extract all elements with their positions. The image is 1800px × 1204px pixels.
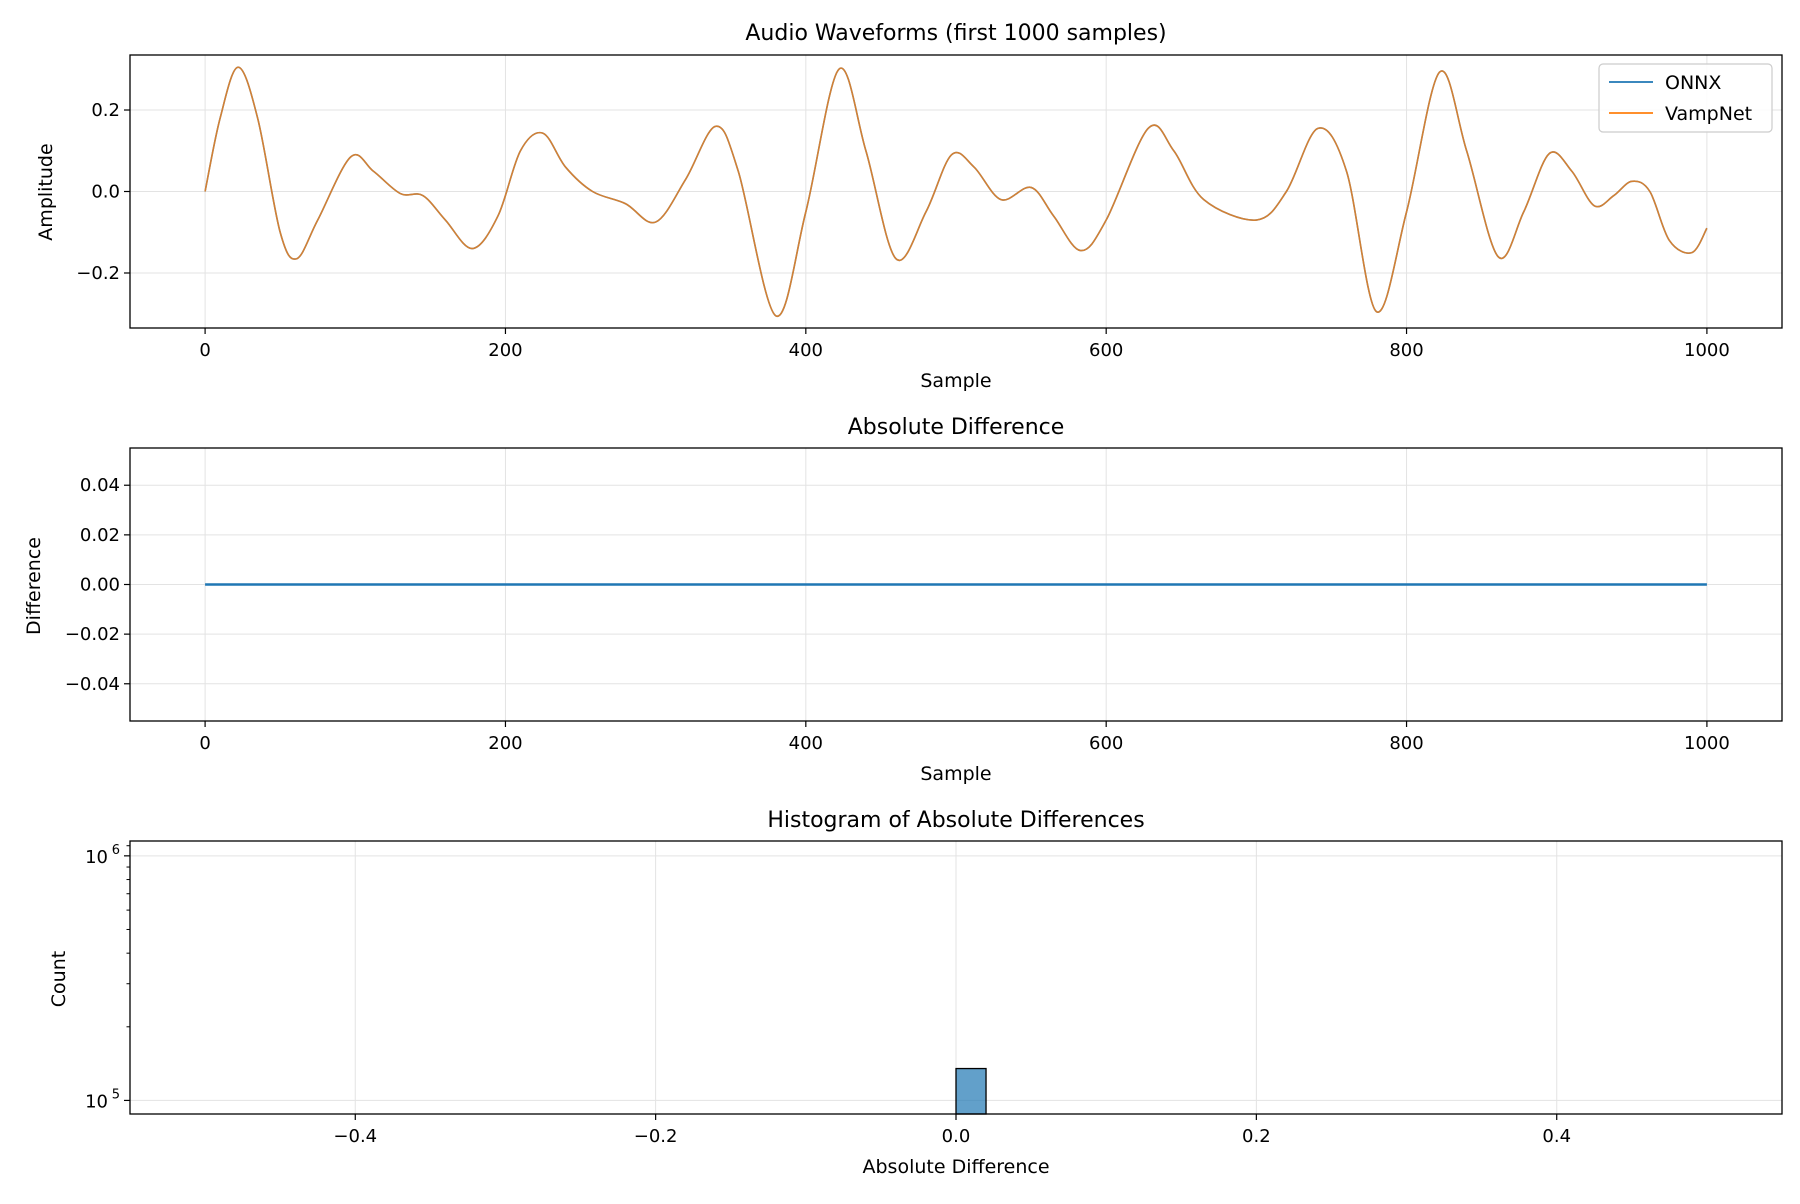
difference-panel: 0 200 400 600 800 1000 −0.04 −0.02 0.00 0.02 0.04… bbox=[23, 415, 1783, 785]
waveform-y-label: Amplitude bbox=[35, 143, 57, 240]
histogram-bar bbox=[955, 1067, 987, 1115]
x-tick-label: 800 bbox=[1389, 733, 1423, 754]
histogram-x-ticks: −0.4 −0.2 0.0 0.2 0.4 bbox=[333, 1114, 1571, 1147]
histogram-bars bbox=[955, 1067, 987, 1115]
x-tick-label: 0 bbox=[199, 733, 210, 754]
legend-box bbox=[1598, 63, 1773, 133]
x-tick-label: 0 bbox=[199, 340, 210, 361]
waveform-panel: 0 200 400 600 800 1000 −0.2 0.0 0.2 Audio Wavef… bbox=[35, 21, 1783, 392]
x-tick-label: 600 bbox=[1089, 733, 1123, 754]
y-tick-label: 10 bbox=[85, 847, 108, 868]
x-tick-label: 400 bbox=[789, 733, 823, 754]
waveform-grid bbox=[130, 55, 1782, 328]
legend-label-onnx: ONNX bbox=[1665, 72, 1721, 94]
series-line-vampnet bbox=[204, 66, 1708, 317]
y-tick-exponent: 6 bbox=[112, 843, 120, 858]
x-tick-label: −0.2 bbox=[634, 1126, 678, 1147]
y-tick-base: 10 bbox=[85, 847, 108, 868]
waveform-x-ticks: 0 200 400 600 800 1000 bbox=[199, 328, 1730, 361]
y-tick-label: 0.00 bbox=[80, 575, 120, 596]
y-tick-base: 10 bbox=[85, 1091, 108, 1112]
difference-y-ticks: −0.04 −0.02 0.00 0.02 0.04 bbox=[65, 475, 130, 695]
waveform-y-ticks: −0.2 0.0 0.2 bbox=[76, 100, 130, 284]
histogram-title: Histogram of Absolute Differences bbox=[767, 808, 1144, 833]
legend-label-vampnet: VampNet bbox=[1665, 103, 1752, 125]
difference-x-label: Sample bbox=[920, 763, 991, 785]
histogram-x-label: Absolute Difference bbox=[862, 1156, 1049, 1178]
y-tick-label: −0.02 bbox=[65, 624, 120, 645]
x-tick-label: 1000 bbox=[1684, 733, 1730, 754]
difference-title: Absolute Difference bbox=[848, 415, 1065, 440]
x-tick-label: 0.0 bbox=[942, 1126, 971, 1147]
y-tick-label: 0.2 bbox=[91, 100, 120, 121]
x-tick-label: 0.2 bbox=[1242, 1126, 1271, 1147]
histogram-y-label: Count bbox=[48, 951, 70, 1007]
y-tick-label: −0.2 bbox=[76, 263, 120, 284]
x-tick-label: 200 bbox=[488, 733, 522, 754]
waveform-x-label: Sample bbox=[920, 370, 991, 392]
x-tick-label: 400 bbox=[789, 340, 823, 361]
histogram-y-ticks: 10 5 10 6 bbox=[85, 843, 130, 1112]
x-tick-label: 1000 bbox=[1684, 340, 1730, 361]
x-tick-label: 200 bbox=[488, 340, 522, 361]
histogram-panel: −0.4 −0.2 0.0 0.2 0.4 10 5 10 6 Histogram of Ab… bbox=[48, 808, 1783, 1178]
y-tick-label: −0.04 bbox=[65, 674, 120, 695]
y-tick-label: 0.02 bbox=[80, 525, 120, 546]
x-tick-label: 0.4 bbox=[1542, 1126, 1571, 1147]
x-tick-label: 600 bbox=[1089, 340, 1123, 361]
y-tick-exponent: 5 bbox=[112, 1087, 120, 1102]
x-tick-label: 800 bbox=[1389, 340, 1423, 361]
waveform-series bbox=[204, 66, 1708, 317]
y-tick-label: 0.0 bbox=[91, 182, 120, 203]
x-tick-label: −0.4 bbox=[333, 1126, 377, 1147]
difference-x-ticks: 0 200 400 600 800 1000 bbox=[199, 721, 1730, 754]
waveform-title: Audio Waveforms (first 1000 samples) bbox=[745, 21, 1166, 46]
waveform-legend: ONNX VampNet bbox=[1598, 63, 1773, 133]
y-tick-label: 10 bbox=[85, 1091, 108, 1112]
difference-y-label: Difference bbox=[23, 537, 45, 635]
y-tick-label: 0.04 bbox=[80, 475, 120, 496]
